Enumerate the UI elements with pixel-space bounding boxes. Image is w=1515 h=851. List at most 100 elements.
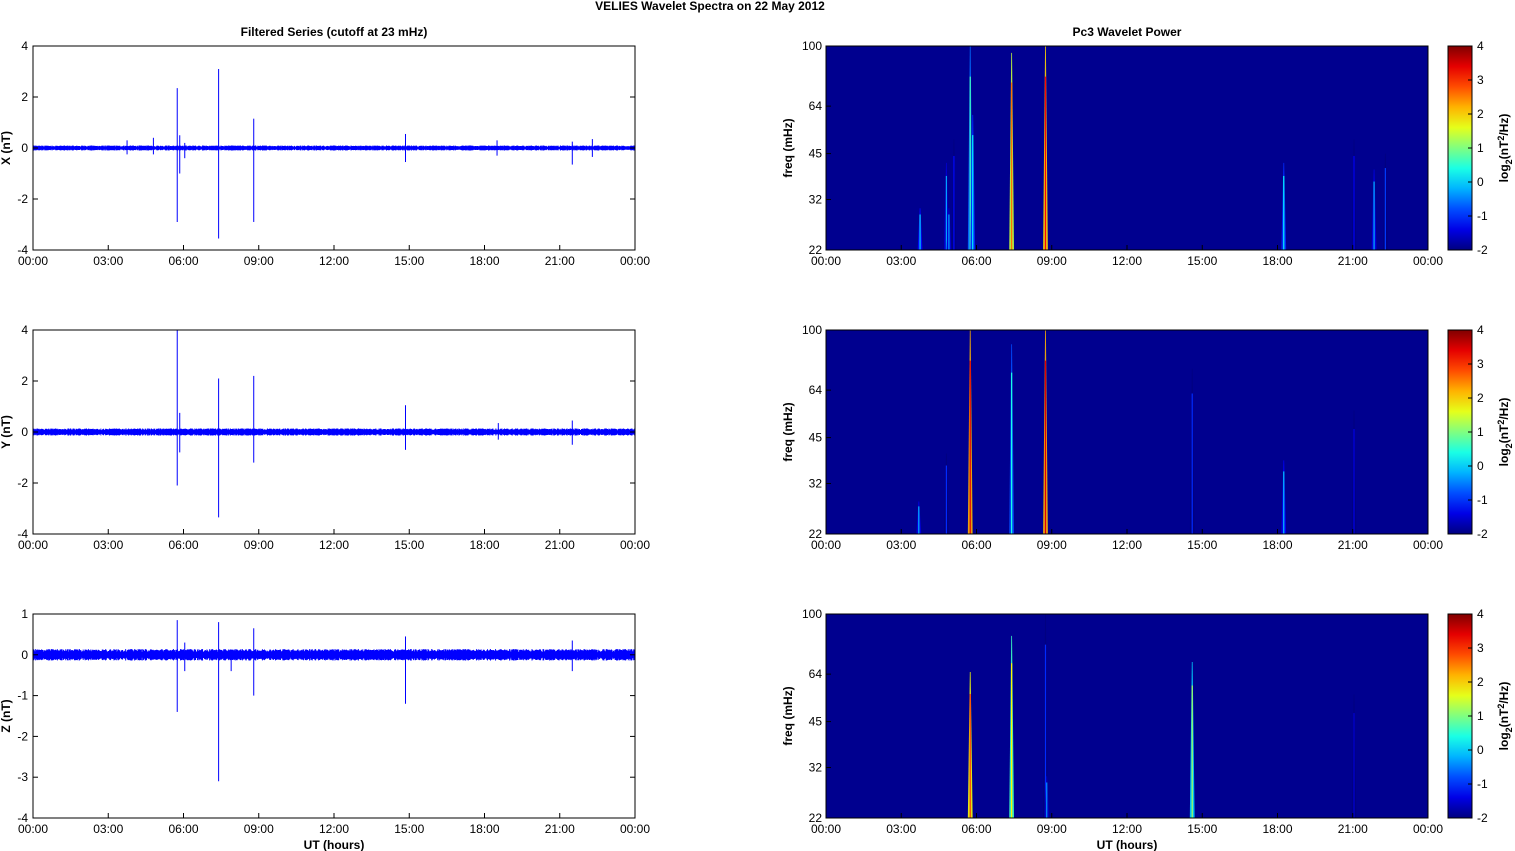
power-xtick-label: 00:00 — [811, 538, 841, 552]
colorbar-tick-label: 3 — [1477, 357, 1484, 371]
series-xtick-label: 09:00 — [244, 822, 274, 836]
ytick-label: -2 — [17, 729, 28, 743]
series-xtick-label: 12:00 — [319, 822, 349, 836]
power-xtick-label: 09:00 — [1037, 538, 1067, 552]
panel-title: Filtered Series (cutoff at 23 mHz) — [241, 25, 428, 39]
series-xtick-label: 09:00 — [244, 254, 274, 268]
x-axis-label: UT (hours) — [304, 838, 365, 851]
ytick-label: -1 — [17, 689, 28, 703]
series-xtick-label: 00:00 — [620, 254, 650, 268]
y-axis-label: X (nT) — [0, 131, 13, 165]
power-xtick-label: 09:00 — [1037, 822, 1067, 836]
ytick-label: 45 — [809, 431, 823, 445]
power-xtick-label: 06:00 — [961, 538, 991, 552]
colorbar-tick-label: 4 — [1477, 607, 1484, 621]
ytick-label: -2 — [17, 192, 28, 206]
ytick-label: 45 — [809, 147, 823, 161]
colorbar-label: log2(nT2/Hz) — [1496, 682, 1514, 751]
ytick-label: -4 — [17, 243, 28, 257]
series-xtick-label: 15:00 — [394, 538, 424, 552]
ytick-label: 0 — [21, 141, 28, 155]
power-xtick-label: 18:00 — [1262, 254, 1292, 268]
figure-suptitle: VELIES Wavelet Spectra on 22 May 2012 — [595, 0, 825, 13]
colorbar-label: log2(nT2/Hz) — [1496, 114, 1514, 183]
power-background — [826, 46, 1428, 250]
ytick-label: 45 — [809, 715, 823, 729]
series-xtick-label: 06:00 — [168, 254, 198, 268]
series-xtick-label: 18:00 — [469, 254, 499, 268]
series-xtick-label: 00:00 — [18, 822, 48, 836]
colorbar-tick-label: 1 — [1477, 425, 1484, 439]
colorbar-tick-label: 2 — [1477, 675, 1484, 689]
colorbar-tick-label: 4 — [1477, 323, 1484, 337]
series-panel-z: 10-1-2-3-400:00 03:00 06:00 09:00 12:00 15:00… — [0, 607, 650, 851]
colorbar-label: log2(nT2/Hz) — [1496, 398, 1514, 467]
ytick-label: 100 — [802, 323, 822, 337]
power-xtick-label: 00:00 — [811, 254, 841, 268]
series-xtick-label: 12:00 — [319, 254, 349, 268]
power-xtick-label: 06:00 — [961, 254, 991, 268]
ytick-label: 32 — [809, 477, 823, 491]
power-xtick-label: 06:00 — [961, 822, 991, 836]
ytick-label: 4 — [21, 323, 28, 337]
x-axis-label: UT (hours) — [1097, 838, 1158, 851]
series-xtick-label: 06:00 — [168, 822, 198, 836]
y-axis-label: freq (mHz) — [781, 118, 795, 177]
series-panel-x: 420-2-400:00 03:00 06:00 09:00 12:00 15:00 18:… — [0, 25, 650, 268]
power-background — [826, 330, 1428, 534]
power-xtick-label: 12:00 — [1112, 254, 1142, 268]
colorbar-tick-label: 4 — [1477, 39, 1484, 53]
ytick-label: 32 — [809, 193, 823, 207]
colorbar-tick-label: 1 — [1477, 141, 1484, 155]
ytick-label: -2 — [17, 476, 28, 490]
ytick-label: 4 — [21, 39, 28, 53]
ytick-label: -4 — [17, 527, 28, 541]
plot-area — [33, 614, 635, 818]
series-xtick-label: 15:00 — [394, 822, 424, 836]
ytick-label: 22 — [809, 243, 823, 257]
ytick-label: 64 — [809, 99, 823, 113]
series-xtick-label: 21:00 — [545, 822, 575, 836]
series-xtick-label: 21:00 — [545, 254, 575, 268]
y-axis-label: freq (mHz) — [781, 686, 795, 745]
colorbar-tick-label: 2 — [1477, 107, 1484, 121]
series-xtick-label: 00:00 — [18, 538, 48, 552]
colorbar-tick-label: 1 — [1477, 709, 1484, 723]
colorbar-tick-label: 0 — [1477, 175, 1484, 189]
series-xtick-label: 09:00 — [244, 538, 274, 552]
ytick-label: -4 — [17, 811, 28, 825]
power-xtick-label: 00:00 — [1413, 254, 1443, 268]
power-xtick-label: 00:00 — [1413, 538, 1443, 552]
power-xtick-label: 12:00 — [1112, 822, 1142, 836]
power-xtick-label: 09:00 — [1037, 254, 1067, 268]
ytick-label: 100 — [802, 39, 822, 53]
ytick-label: 0 — [21, 425, 28, 439]
colorbar-tick-label: -1 — [1477, 209, 1488, 223]
ytick-label: 100 — [802, 607, 822, 621]
colorbar-tick-label: -2 — [1477, 243, 1488, 257]
power-background — [826, 614, 1428, 818]
power-xtick-label: 15:00 — [1187, 538, 1217, 552]
series-xtick-label: 06:00 — [168, 538, 198, 552]
colorbar-tick-label: -2 — [1477, 811, 1488, 825]
series-xtick-label: 15:00 — [394, 254, 424, 268]
y-axis-label: freq (mHz) — [781, 402, 795, 461]
power-xtick-label: 15:00 — [1187, 254, 1217, 268]
power-xtick-label: 00:00 — [811, 822, 841, 836]
power-xtick-label: 03:00 — [886, 822, 916, 836]
series-xtick-label: 18:00 — [469, 538, 499, 552]
series-xtick-label: 12:00 — [319, 538, 349, 552]
ytick-label: 64 — [809, 383, 823, 397]
power-xtick-label: 00:00 — [1413, 822, 1443, 836]
power-xtick-label: 12:00 — [1112, 538, 1142, 552]
power-xtick-label: 21:00 — [1338, 822, 1368, 836]
power-xtick-label: 18:00 — [1262, 538, 1292, 552]
ytick-label: 2 — [21, 90, 28, 104]
colorbar-tick-label: 0 — [1477, 743, 1484, 757]
series-xtick-label: 03:00 — [93, 822, 123, 836]
series-panel-y: 420-2-400:00 03:00 06:00 09:00 12:00 15:00 18:… — [0, 323, 650, 552]
colorbar-tick-label: 3 — [1477, 641, 1484, 655]
